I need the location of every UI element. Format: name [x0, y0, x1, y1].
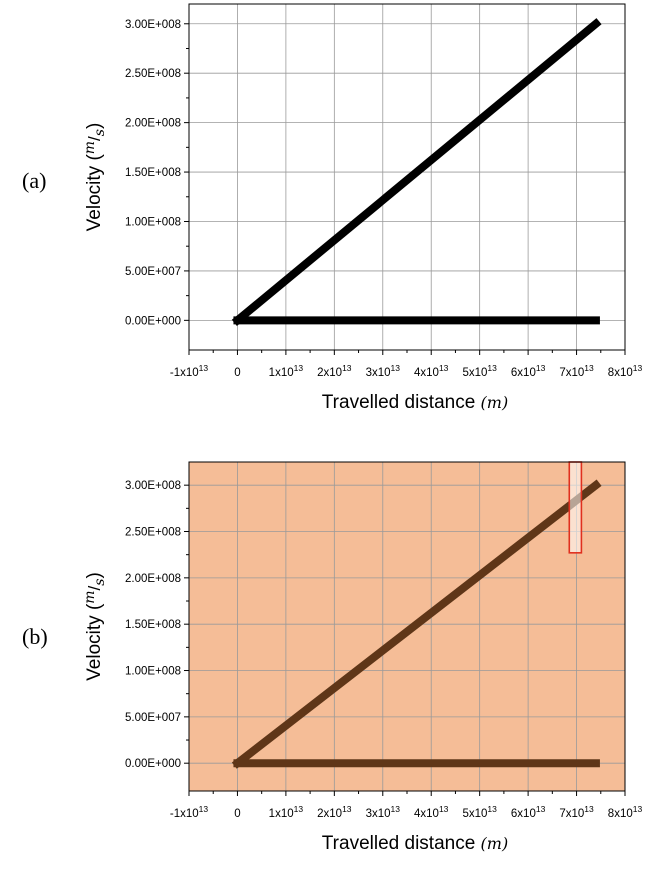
- chart-b-highlight-box: [568, 461, 583, 554]
- chart-a-series-line-0: [231, 18, 602, 326]
- chart-b-x-tick-label: 6x1013: [511, 804, 546, 820]
- chart-a-y-tick-label: 2.00E+008: [125, 118, 181, 130]
- chart-b-y-tick-label: 2.00E+008: [125, 573, 181, 585]
- chart-a-x-tick-label: 1x1013: [269, 363, 304, 379]
- chart-a-x-tick-label: 6x1013: [511, 363, 546, 379]
- chart-b-y-tick-label: 1.00E+008: [125, 666, 181, 678]
- chart-a-y-tick-label: 2.50E+008: [125, 68, 181, 80]
- chart-a-y-tick-label: 1.00E+008: [125, 216, 181, 228]
- chart-b-x-tick-label: 1x1013: [269, 804, 304, 820]
- chart-b-x-tick-label: -1x1013: [170, 804, 209, 820]
- chart-b-y-tick-label: 3.00E+008: [125, 480, 181, 492]
- chart-b-y-tick-label: 5.00E+007: [125, 712, 181, 724]
- chart-b-y-tick-label: 1.50E+008: [125, 619, 181, 631]
- chart-a-x-tick-label: 7x1013: [559, 363, 594, 379]
- chart-b-x-tick-label: 7x1013: [559, 804, 594, 820]
- chart-a-x-tick-label: 8x1013: [608, 363, 643, 379]
- chart-a-x-tick-label: -1x1013: [170, 363, 209, 379]
- chart-a-y-tick-label: 3.00E+008: [125, 19, 181, 31]
- chart-panel-b: (b) -1x1013 0 1x1013 2x1013 3x1013 4x1013 5x10…: [0, 440, 654, 881]
- chart-a-x-tick-label: 0: [234, 367, 240, 379]
- chart-b-x-tick-label: 4x1013: [414, 804, 449, 820]
- chart-b-series-line-0: [231, 479, 602, 769]
- chart-b-y-tick-label: 2.50E+008: [125, 527, 181, 539]
- chart-a-svg: -1x1013 0 1x1013 2x1013 3x1013 4x1013 5x1013 6x…: [82, 3, 643, 413]
- chart-b-y-axis-title: Velocity (m/s): [82, 572, 108, 681]
- chart-b-x-tick-label: 2x1013: [317, 804, 352, 820]
- chart-b-x-tick-label: 0: [234, 808, 240, 820]
- chart-b-x-axis-title: Travelled distance (m): [322, 833, 508, 854]
- chart-a-x-tick-label: 2x1013: [317, 363, 352, 379]
- chart-a-x-axis-title: Travelled distance (m): [322, 392, 508, 413]
- chart-a-x-tick-label: 4x1013: [414, 363, 449, 379]
- chart-b-x-tick-label: 3x1013: [366, 804, 401, 820]
- panel-label-b: (b): [22, 624, 48, 649]
- chart-b-x-tick-label: 5x1013: [462, 804, 497, 820]
- chart-b-y-tick-label: 0.00E+000: [125, 758, 181, 770]
- panel-label-a: (a): [22, 168, 47, 193]
- chart-a-y-tick-label: 0.00E+000: [125, 315, 181, 327]
- chart-b-x-tick-label: 8x1013: [608, 804, 643, 820]
- chart-a-y-axis-title: Velocity (m/s): [82, 123, 108, 232]
- chart-a-x-tick-label: 3x1013: [366, 363, 401, 379]
- chart-a-y-tick-label: 1.50E+008: [125, 167, 181, 179]
- chart-a-y-tick-label: 5.00E+007: [125, 266, 181, 278]
- chart-a-x-tick-label: 5x1013: [462, 363, 497, 379]
- chart-b-svg: -1x1013 0 1x1013 2x1013 3x1013 4x1013 5x1013 6x…: [82, 461, 643, 854]
- chart-panel-a: (a) -1x1013 0 1x1013 2x1013 3x1013 4x1013 5x10…: [0, 0, 654, 440]
